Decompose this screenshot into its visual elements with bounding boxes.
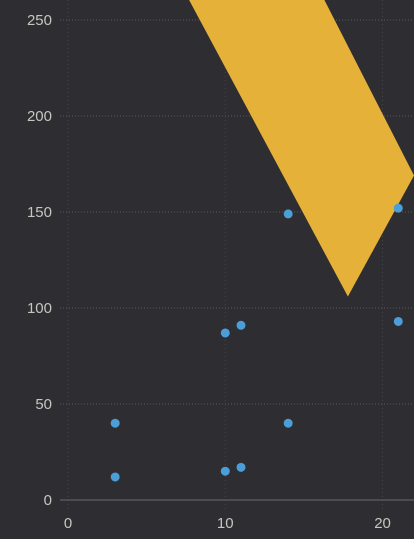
x-tick-label-10: 10 bbox=[217, 515, 234, 532]
y-tick-label-50: 50 bbox=[35, 396, 52, 413]
y-tick-label-250: 250 bbox=[27, 12, 52, 29]
data-point-0-3 bbox=[236, 462, 246, 472]
highlight-band bbox=[189, 0, 414, 297]
highlight-band-shape bbox=[189, 0, 414, 297]
data-point-0-5 bbox=[236, 320, 246, 330]
data-point-0-1 bbox=[110, 418, 120, 428]
y-tick-label-100: 100 bbox=[27, 300, 52, 317]
data-point-0-2 bbox=[220, 466, 230, 476]
x-tick-label-20: 20 bbox=[374, 515, 391, 532]
y-tick-label-0: 0 bbox=[44, 492, 52, 509]
x-tick-label-0: 0 bbox=[64, 515, 72, 532]
data-point-0-8 bbox=[393, 203, 403, 213]
x-axis-tick-labels: 0 10 20 bbox=[64, 515, 391, 532]
data-point-0-9 bbox=[393, 316, 403, 326]
y-tick-label-200: 200 bbox=[27, 108, 52, 125]
y-tick-label-150: 150 bbox=[27, 204, 52, 221]
data-point-0-6 bbox=[283, 418, 293, 428]
data-point-0-4 bbox=[220, 328, 230, 338]
y-axis-tick-labels: 0 50 100 150 200 250 bbox=[27, 12, 52, 509]
data-point-0-7 bbox=[283, 209, 293, 219]
data-point-0-0 bbox=[110, 472, 120, 482]
data-points bbox=[110, 203, 403, 482]
